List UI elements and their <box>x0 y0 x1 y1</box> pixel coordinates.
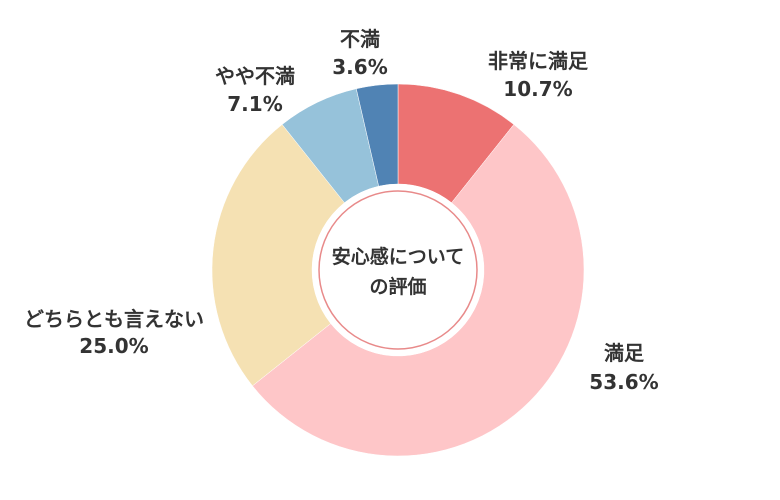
slice-label-neutral: どちらとも言えない 25.0% <box>24 307 204 358</box>
slice-value: 10.7% <box>503 77 572 101</box>
slice-name: 満足 <box>604 341 645 365</box>
slice-label-satisfied: 満足 53.6% <box>589 341 658 394</box>
slice-name: 不満 <box>340 27 380 51</box>
slice-label-dissatisfied: 不満 3.6% <box>332 27 387 79</box>
chart-slices <box>211 83 585 457</box>
slice-value: 3.6% <box>332 55 387 79</box>
center-hole <box>312 184 484 356</box>
slice-name: やや不満 <box>215 64 295 88</box>
slice-name: 非常に満足 <box>488 49 589 73</box>
slice-value: 25.0% <box>79 334 148 358</box>
slice-value: 7.1% <box>227 92 282 116</box>
center-title-line-1: 安心感について <box>332 245 464 268</box>
center-ring <box>318 190 478 350</box>
slice-value: 53.6% <box>589 370 658 394</box>
slice-label-very-satisfied: 非常に満足 10.7% <box>488 49 589 101</box>
slice-name: どちらとも言えない <box>24 307 204 331</box>
center-title-line-2: の評価 <box>369 275 426 298</box>
slice-label-somewhat-dissatisfied: やや不満 7.1% <box>215 64 295 116</box>
